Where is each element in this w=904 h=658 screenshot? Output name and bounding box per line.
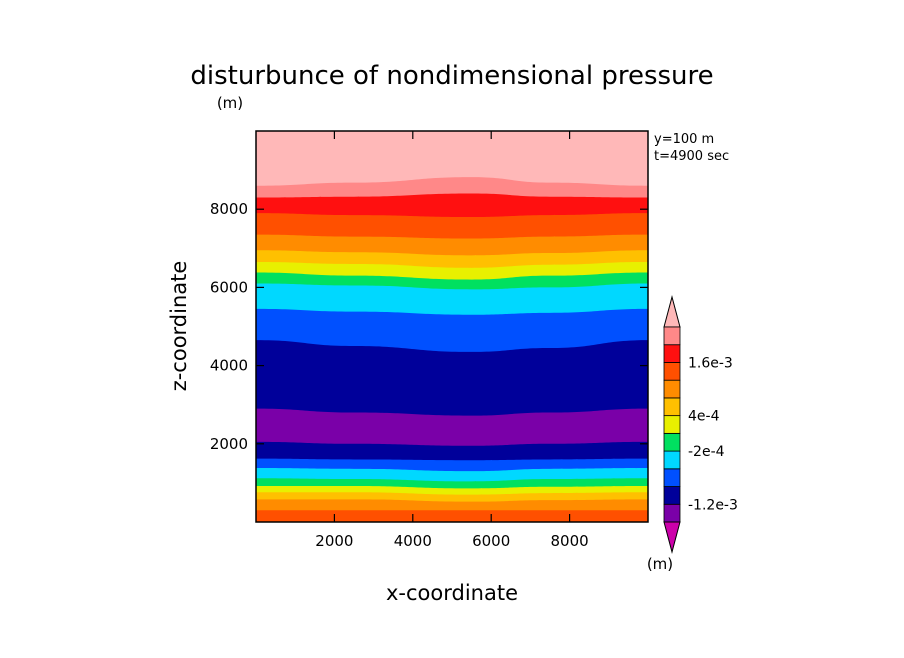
chart-title: disturbunce of nondimensional pressure bbox=[190, 61, 713, 91]
y-axis-label: z-coordinate bbox=[167, 261, 191, 392]
colorbar-swatch bbox=[663, 486, 681, 505]
y-tick-label: 8000 bbox=[210, 200, 248, 218]
colorbar-tick-label: 1.6e-3 bbox=[688, 355, 733, 371]
colorbar-swatch bbox=[663, 344, 681, 363]
colorbar: 1.6e-3 4e-4 -2e-4 -1.2e-3 bbox=[663, 295, 738, 554]
colorbar-swatch bbox=[663, 503, 681, 523]
x-axis-label: x-coordinate bbox=[386, 581, 518, 605]
contour-band bbox=[256, 510, 648, 522]
z-unit-label: (m) bbox=[217, 94, 243, 112]
colorbar-unit-label: (m) bbox=[647, 555, 673, 573]
colorbar-swatch bbox=[663, 450, 681, 470]
y-tick-label: 4000 bbox=[210, 357, 248, 375]
colorbar-swatch bbox=[663, 379, 681, 399]
annotation-t: t=4900 sec bbox=[654, 149, 729, 164]
colorbar-swatch bbox=[663, 397, 681, 417]
annotation-y: y=100 m bbox=[654, 132, 714, 147]
y-tick-label: 6000 bbox=[210, 278, 248, 296]
colorbar-swatch bbox=[663, 432, 681, 452]
colorbar-swatch bbox=[663, 362, 681, 381]
colorbar-swatch bbox=[663, 468, 681, 487]
colorbar-tick-label: -2e-4 bbox=[688, 444, 725, 460]
y-tick-label: 2000 bbox=[210, 435, 248, 453]
plot-frame bbox=[255, 130, 649, 523]
x-tick-label: 2000 bbox=[315, 532, 353, 550]
x-tick-label: 6000 bbox=[472, 532, 510, 550]
x-axis-ticks: 2000 4000 6000 8000 bbox=[315, 131, 589, 550]
colorbar-swatch bbox=[663, 415, 681, 434]
colorbar-swatch bbox=[663, 326, 681, 346]
contour-bands bbox=[256, 131, 648, 523]
x-tick-label: 8000 bbox=[551, 532, 589, 550]
x-tick-label: 4000 bbox=[394, 532, 432, 550]
colorbar-top-arrow bbox=[663, 295, 681, 328]
y-axis-ticks: 2000 4000 6000 8000 bbox=[210, 200, 648, 453]
colorbar-bottom-arrow bbox=[663, 521, 681, 554]
colorbar-tick-label: -1.2e-3 bbox=[688, 497, 738, 513]
colorbar-tick-label: 4e-4 bbox=[688, 409, 720, 425]
